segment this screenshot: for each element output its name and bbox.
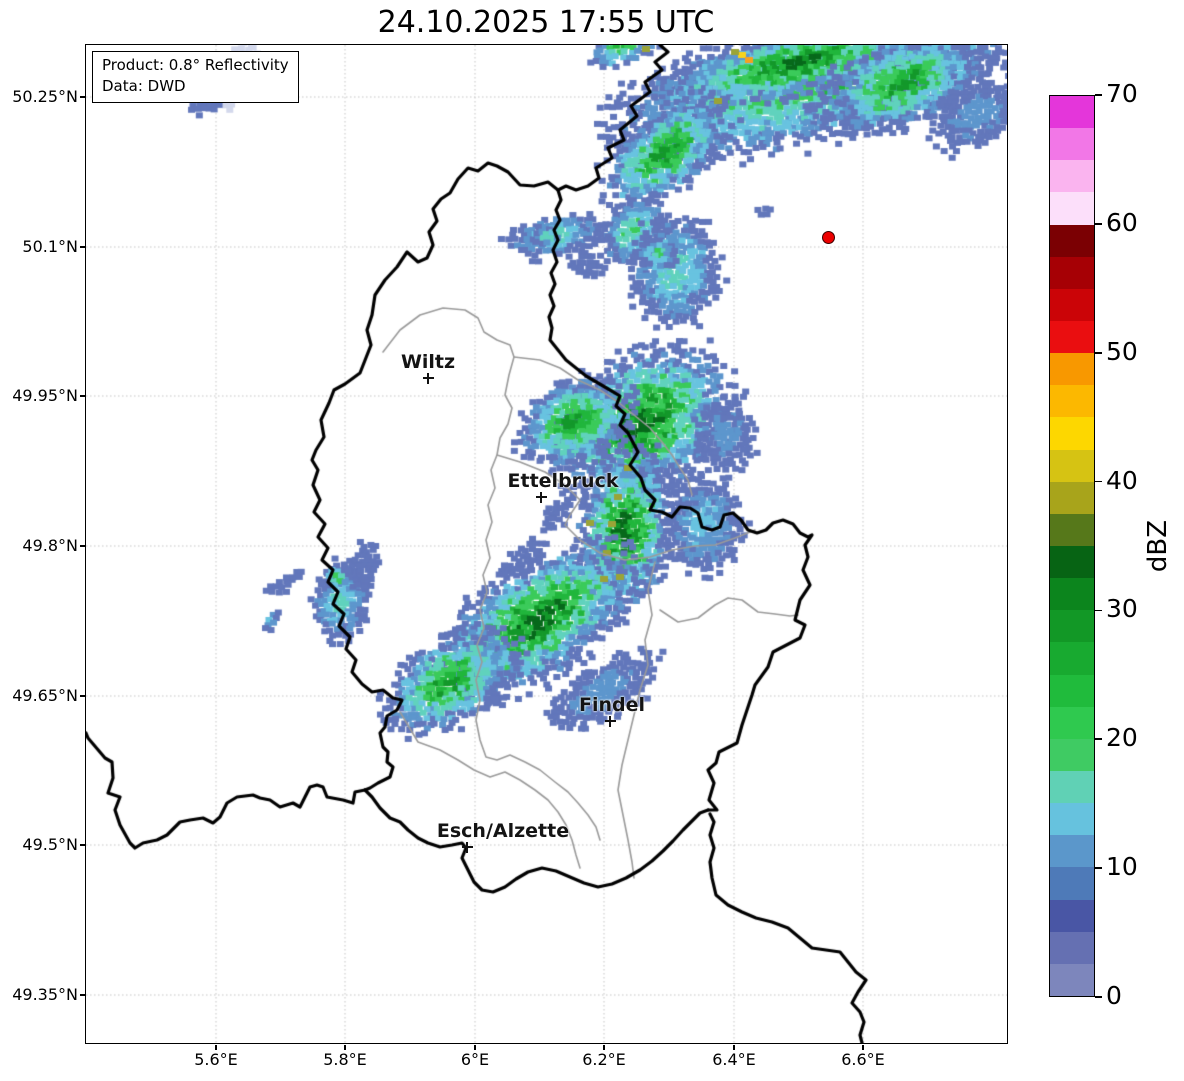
- colorbar-segment-19: [1050, 706, 1094, 739]
- city-label-ettelbruck: Ettelbruck: [507, 470, 619, 492]
- colorbar-segment-5: [1050, 256, 1094, 289]
- colorbar-segment-15: [1050, 578, 1094, 611]
- colorbar-segment-20: [1050, 738, 1094, 771]
- colorbar-segment-2: [1050, 160, 1094, 193]
- lon-tick-mark-4: [733, 1045, 735, 1050]
- colorbar-segment-17: [1050, 642, 1094, 675]
- colorbar-tick-label-2: 20: [1106, 723, 1138, 753]
- colorbar-segment-9: [1050, 385, 1094, 418]
- lat-tick-label-4: 49.65°N: [12, 686, 78, 705]
- colorbar-segment-12: [1050, 481, 1094, 514]
- page-title: 24.10.2025 17:55 UTC: [377, 5, 715, 40]
- colorbar-segment-27: [1050, 963, 1094, 996]
- colorbar-segment-3: [1050, 192, 1094, 225]
- city-marker-1: [535, 491, 547, 503]
- colorbar-segment-6: [1050, 288, 1094, 321]
- lon-tick-label-4: 6.4°E: [712, 1050, 756, 1069]
- lon-tick-label-3: 6.2°E: [582, 1050, 626, 1069]
- plus-icon: [540, 491, 542, 503]
- colorbar-segment-25: [1050, 899, 1094, 932]
- colorbar: [1049, 95, 1095, 997]
- colorbar-tick-mark-6: [1095, 223, 1102, 225]
- colorbar-segment-1: [1050, 128, 1094, 161]
- colorbar-segment-4: [1050, 224, 1094, 257]
- colorbar-segment-23: [1050, 835, 1094, 868]
- colorbar-tick-label-3: 30: [1106, 594, 1138, 624]
- colorbar-tick-mark-1: [1095, 867, 1102, 869]
- lat-tick-mark-4: [80, 695, 85, 697]
- lat-tick-label-5: 49.5°N: [22, 835, 78, 854]
- lon-tick-mark-5: [862, 1045, 864, 1050]
- city-label-esch-alzette: Esch/Alzette: [436, 820, 570, 842]
- colorbar-segment-24: [1050, 867, 1094, 900]
- colorbar-segment-14: [1050, 545, 1094, 579]
- lat-tick-mark-0: [80, 96, 85, 98]
- colorbar-segment-7: [1050, 320, 1094, 354]
- plus-icon: [609, 715, 611, 727]
- lat-tick-label-6: 49.35°N: [12, 985, 78, 1004]
- colorbar-segment-13: [1050, 513, 1094, 546]
- lon-tick-label-5: 6.6°E: [841, 1050, 885, 1069]
- city-marker-2: [604, 715, 616, 727]
- lon-tick-label-0: 5.6°E: [194, 1050, 238, 1069]
- colorbar-tick-label-1: 10: [1106, 852, 1138, 882]
- colorbar-tick-label-7: 70: [1106, 79, 1138, 108]
- colorbar-tick-label-6: 60: [1106, 207, 1138, 237]
- colorbar-tick-label-4: 40: [1106, 465, 1138, 495]
- lat-tick-mark-3: [80, 545, 85, 547]
- lon-tick-mark-2: [474, 1045, 476, 1050]
- lat-tick-mark-2: [80, 395, 85, 397]
- city-label-wiltz: Wiltz: [400, 351, 456, 373]
- colorbar-tick-mark-3: [1095, 609, 1102, 612]
- city-marker-0: [422, 372, 434, 384]
- lat-tick-mark-5: [80, 844, 85, 846]
- colorbar-segment-8: [1050, 353, 1094, 386]
- colorbar-axis-label: dBZ: [1143, 519, 1173, 573]
- colorbar-segment-10: [1050, 417, 1094, 450]
- colorbar-tick-label-0: 0: [1106, 981, 1122, 1010]
- lat-tick-mark-1: [80, 246, 85, 248]
- colorbar-tick-label-5: 50: [1106, 336, 1138, 366]
- city-label-findel: Findel: [578, 694, 646, 716]
- colorbar-segment-22: [1050, 803, 1094, 836]
- radar-map-canvas: [86, 45, 1007, 1043]
- colorbar-tick-mark-4: [1095, 480, 1102, 483]
- lon-tick-label-1: 5.8°E: [323, 1050, 367, 1069]
- colorbar-segment-21: [1050, 770, 1094, 804]
- plus-icon: [427, 372, 429, 384]
- colorbar-segment-0: [1050, 96, 1094, 129]
- lat-tick-label-0: 50.25°N: [12, 87, 78, 106]
- colorbar-segment-26: [1050, 931, 1094, 964]
- data-source-line: Data: DWD: [102, 77, 186, 95]
- colorbar-segment-18: [1050, 674, 1094, 707]
- colorbar-segment-11: [1050, 449, 1094, 482]
- lon-tick-label-2: 6°E: [460, 1050, 490, 1069]
- lon-tick-mark-3: [603, 1045, 605, 1050]
- lat-tick-label-1: 50.1°N: [22, 237, 78, 256]
- lat-tick-label-3: 49.8°N: [22, 536, 78, 555]
- colorbar-tick-mark-5: [1095, 351, 1102, 354]
- lat-tick-mark-6: [80, 994, 85, 996]
- lon-tick-mark-1: [344, 1045, 346, 1050]
- product-info-box: Product: 0.8° Reflectivity Data: DWD: [92, 51, 299, 103]
- colorbar-tick-mark-0: [1095, 996, 1102, 998]
- lon-tick-mark-0: [215, 1045, 217, 1050]
- colorbar-tick-mark-7: [1095, 94, 1102, 96]
- colorbar-segment-16: [1050, 610, 1094, 643]
- city-marker-3: [461, 841, 473, 853]
- radar-site-marker: [821, 230, 835, 244]
- map-plot-area: [85, 44, 1008, 1044]
- product-line: Product: 0.8° Reflectivity: [102, 56, 289, 74]
- lat-tick-label-2: 49.95°N: [12, 386, 78, 405]
- colorbar-tick-mark-2: [1095, 738, 1102, 741]
- plus-icon: [466, 841, 468, 853]
